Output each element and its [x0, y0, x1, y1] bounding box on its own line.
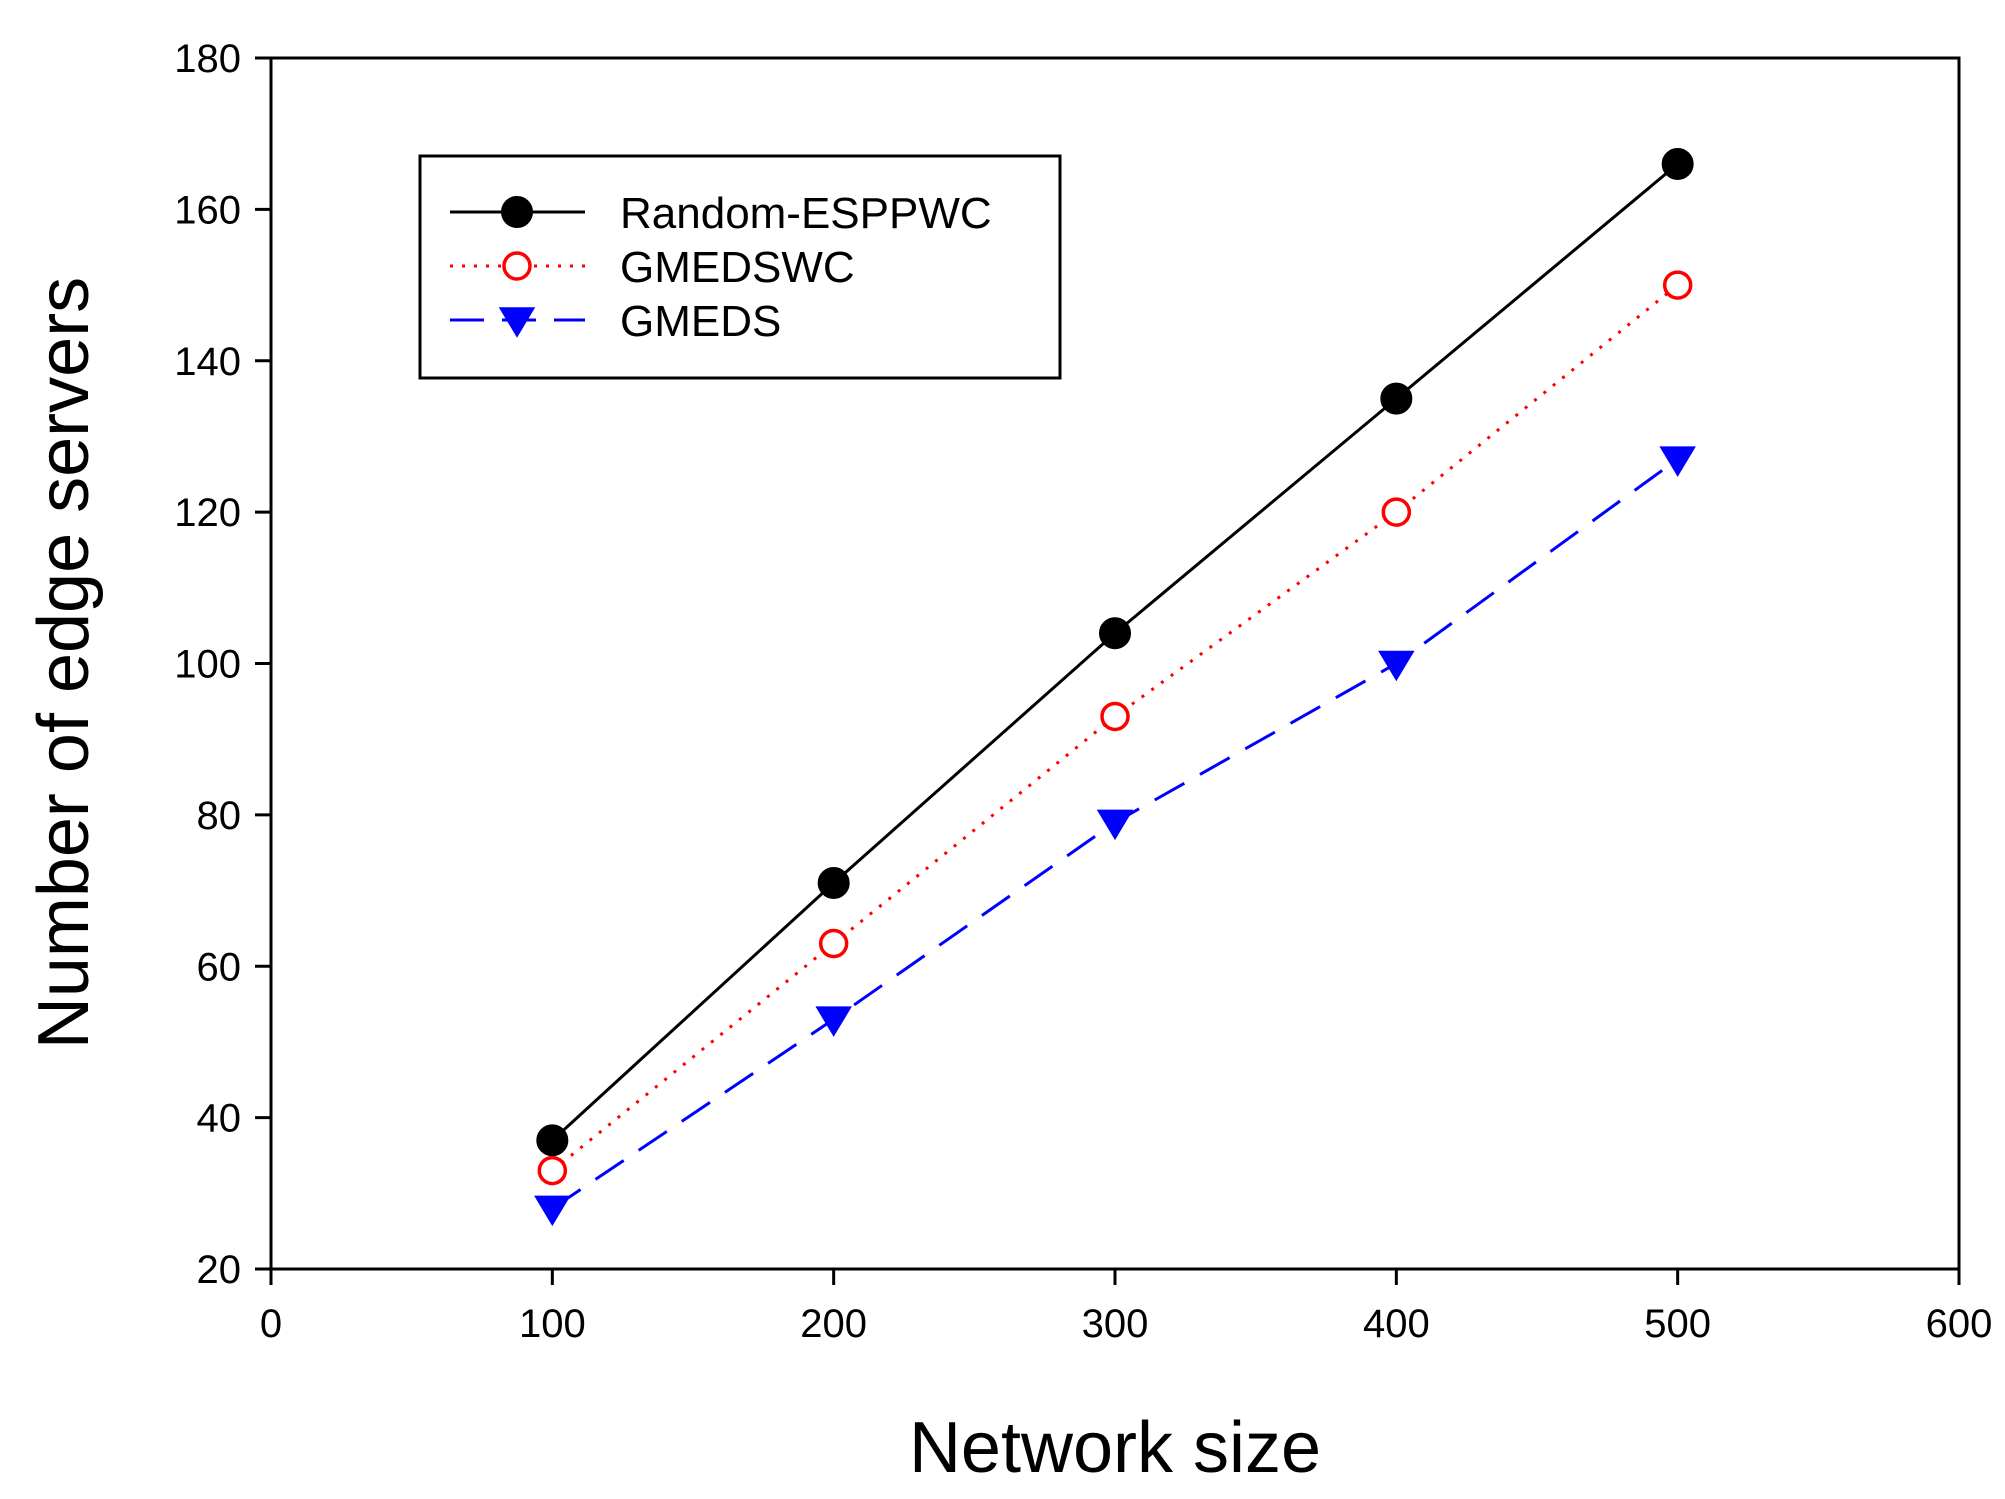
data-point — [1100, 701, 1130, 732]
legend-marker — [498, 307, 536, 338]
series-layer — [534, 147, 1696, 1227]
series-gmeds — [534, 446, 1696, 1227]
legend-marker — [501, 196, 533, 228]
y-tick-label: 180 — [174, 37, 241, 81]
legend-entry: GMEDS — [450, 297, 781, 346]
data-point — [1662, 270, 1693, 300]
axis-ticks: 0 100 200 300 400 500 600 20 40 60 80 100 120 140 160 1… — [174, 37, 1992, 1346]
data-point — [818, 928, 849, 959]
x-axis-title: Network size — [909, 1408, 1321, 1488]
data-point — [1381, 497, 1412, 527]
y-tick-label: 40 — [197, 1097, 242, 1141]
data-point — [1378, 650, 1415, 682]
y-tick-label: 120 — [174, 491, 241, 535]
data-point — [1096, 809, 1134, 841]
series-random-esppwc — [536, 147, 1694, 1157]
data-point — [534, 1195, 571, 1227]
y-tick-label: 80 — [197, 794, 242, 838]
legend-entry: GMEDSWC — [450, 243, 855, 292]
data-point — [1659, 446, 1696, 477]
legend-entries: Random-ESPPWC GMEDSWC GMEDS — [450, 189, 992, 346]
x-tick-label: 300 — [1082, 1302, 1149, 1346]
x-tick-label: 600 — [1926, 1302, 1993, 1346]
legend-marker — [502, 251, 532, 281]
x-tick-label: 0 — [260, 1302, 282, 1346]
x-tick-label: 400 — [1363, 1302, 1430, 1346]
data-point — [1380, 382, 1413, 415]
data-point — [817, 866, 850, 899]
legend-entry: Random-ESPPWC — [450, 189, 992, 238]
y-tick-label: 140 — [174, 340, 241, 384]
data-point — [536, 1124, 569, 1157]
y-tick-label: 60 — [197, 945, 242, 989]
legend-label: Random-ESPPWC — [620, 189, 992, 238]
x-tick-label: 200 — [800, 1302, 867, 1346]
series-line — [551, 283, 1679, 1172]
data-point — [1661, 147, 1694, 180]
y-tick-label: 20 — [197, 1248, 242, 1292]
series-gmedswc — [537, 270, 1693, 1186]
legend-label: GMEDS — [620, 297, 781, 346]
x-tick-label: 500 — [1644, 1302, 1711, 1346]
x-tick-label: 100 — [519, 1302, 586, 1346]
legend: Random-ESPPWC GMEDSWC GMEDS — [418, 154, 1062, 380]
y-axis-title: Number of edge servers — [24, 277, 104, 1049]
legend-label: GMEDSWC — [620, 243, 855, 292]
data-point — [1099, 617, 1131, 650]
y-tick-label: 100 — [174, 643, 241, 687]
data-point — [537, 1155, 568, 1186]
data-point — [815, 1006, 852, 1037]
y-tick-label: 160 — [174, 188, 241, 232]
